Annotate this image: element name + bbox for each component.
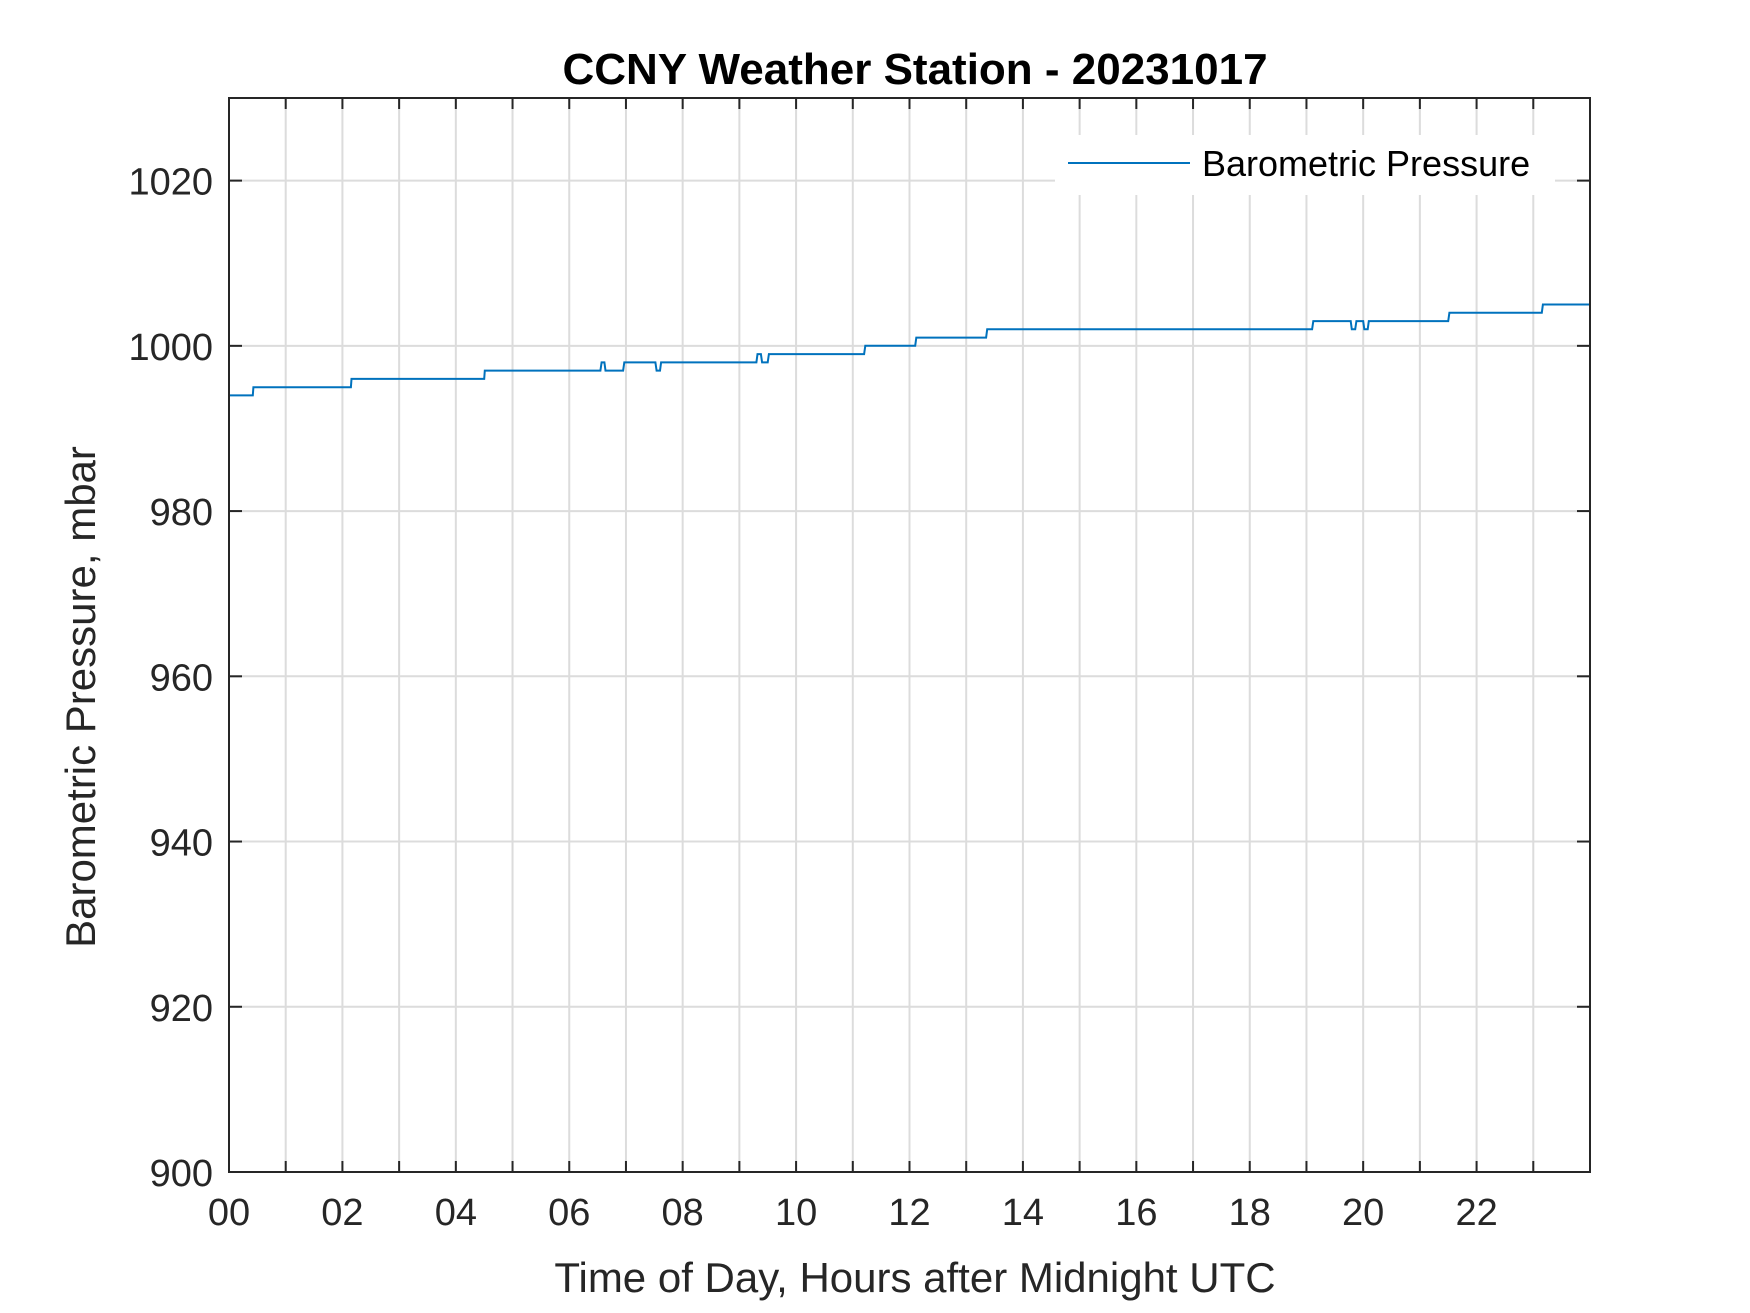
y-tick-label: 960 — [150, 657, 213, 699]
y-tick-label: 1020 — [128, 162, 213, 204]
y-tick-label: 1000 — [128, 327, 213, 369]
legend: Barometric Pressure — [1055, 135, 1555, 195]
x-tick-labels: 00 02 04 06 08 10 12 14 16 18 20 22 — [208, 1192, 1498, 1234]
x-tick-label: 12 — [888, 1192, 930, 1234]
x-tick-label: 16 — [1115, 1192, 1157, 1234]
x-tick-label: 06 — [548, 1192, 590, 1234]
x-tick-label: 18 — [1229, 1192, 1271, 1234]
x-tick-label: 14 — [1002, 1192, 1044, 1234]
x-tick-label: 00 — [208, 1192, 250, 1234]
y-tick-label: 980 — [150, 492, 213, 534]
legend-box — [1055, 135, 1555, 195]
plot-frame — [228, 97, 1591, 1173]
x-axis-label: Time of Day, Hours after Midnight UTC — [554, 1254, 1275, 1301]
x-tick-label: 08 — [662, 1192, 704, 1234]
x-tick-label: 22 — [1455, 1192, 1497, 1234]
legend-label-barometric-pressure: Barometric Pressure — [1202, 143, 1530, 184]
y-tick-label: 900 — [150, 1153, 213, 1195]
x-tick-label: 04 — [435, 1192, 477, 1234]
y-axis-label: Barometric Pressure, mbar — [57, 446, 104, 948]
x-tick-label: 20 — [1342, 1192, 1384, 1234]
y-tick-labels: 900 920 940 960 980 1000 1020 — [128, 162, 213, 1195]
y-tick-label: 940 — [150, 823, 213, 865]
chart-title: CCNY Weather Station - 20231017 — [562, 45, 1267, 94]
series-line-barometric-pressure — [229, 303, 1590, 397]
y-tick-label: 920 — [150, 988, 213, 1030]
series-layer — [229, 303, 1590, 397]
x-tick-label: 10 — [775, 1192, 817, 1234]
x-tick-label: 02 — [321, 1192, 363, 1234]
